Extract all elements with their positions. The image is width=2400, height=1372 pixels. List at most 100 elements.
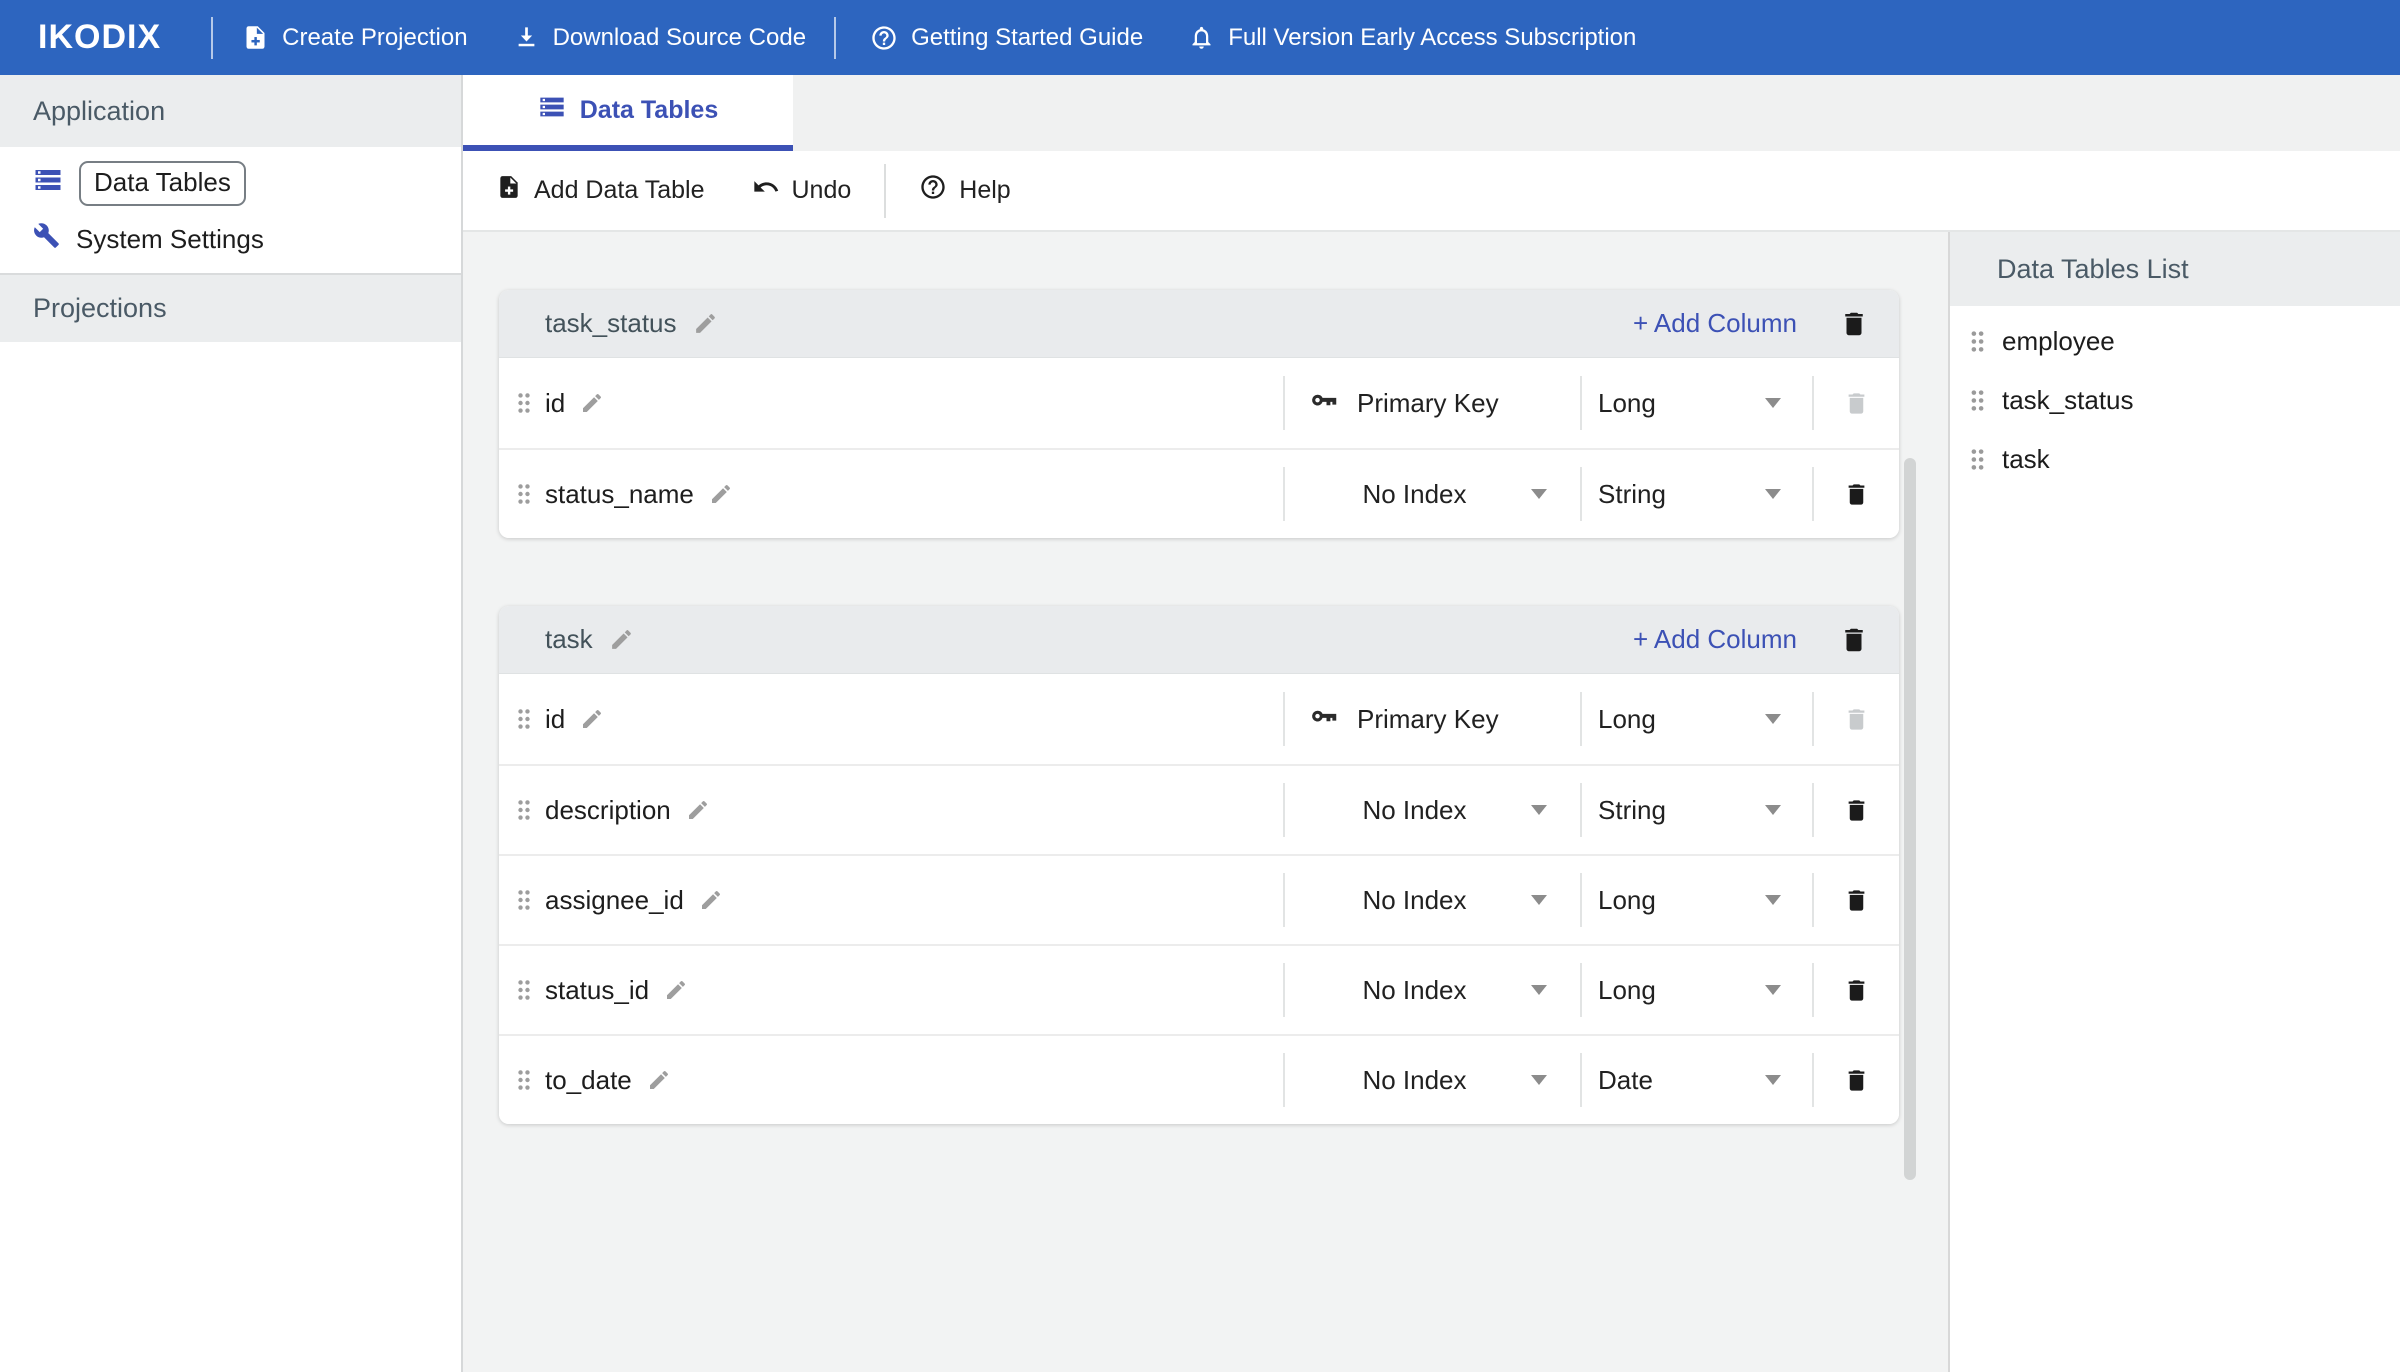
delete-table-button[interactable] bbox=[1839, 309, 1869, 339]
trash-cell bbox=[1814, 1036, 1899, 1124]
file-plus-icon bbox=[242, 24, 269, 51]
type-select[interactable]: Long bbox=[1582, 358, 1812, 448]
key-icon bbox=[1309, 385, 1339, 422]
data-tables-icon bbox=[33, 165, 63, 202]
edit-icon[interactable] bbox=[699, 888, 723, 912]
column-name-cell: description bbox=[499, 766, 1283, 854]
chevron-down-icon bbox=[1531, 985, 1547, 995]
type-select[interactable]: String bbox=[1582, 450, 1812, 538]
navbar-divider bbox=[211, 17, 213, 59]
column-name-cell: id bbox=[499, 358, 1283, 448]
index-select[interactable]: No Index bbox=[1285, 856, 1580, 944]
delete-column-button-disabled bbox=[1843, 390, 1870, 417]
drag-handle-icon[interactable] bbox=[517, 799, 531, 821]
undo-icon bbox=[752, 173, 780, 208]
sidebar-item-system-settings[interactable]: System Settings bbox=[0, 211, 461, 267]
index-select[interactable]: No Index bbox=[1285, 1036, 1580, 1124]
add-column-button[interactable]: + Add Column bbox=[1633, 308, 1797, 339]
drag-handle-icon[interactable] bbox=[517, 1069, 531, 1091]
index-label: No Index bbox=[1362, 1065, 1466, 1096]
column-row: id Primary Key Long bbox=[499, 674, 1899, 764]
table-name: task bbox=[545, 624, 593, 655]
download-source-code-button[interactable]: Download Source Code bbox=[513, 24, 807, 52]
list-item-task[interactable]: task bbox=[1970, 430, 2400, 489]
trash-cell bbox=[1814, 766, 1899, 854]
list-item-label: task_status bbox=[2002, 385, 2134, 416]
column-name-cell: assignee_id bbox=[499, 856, 1283, 944]
drag-handle-icon[interactable] bbox=[1970, 448, 1985, 471]
add-data-table-button[interactable]: Add Data Table bbox=[496, 174, 705, 207]
drag-handle-icon[interactable] bbox=[517, 483, 531, 505]
index-select[interactable]: No Index bbox=[1285, 766, 1580, 854]
type-select[interactable]: String bbox=[1582, 766, 1812, 854]
drag-handle-icon[interactable] bbox=[1970, 389, 1985, 412]
index-label: Primary Key bbox=[1357, 388, 1499, 419]
drag-handle-icon[interactable] bbox=[517, 392, 531, 414]
type-label: Date bbox=[1598, 1065, 1653, 1096]
add-column-button[interactable]: + Add Column bbox=[1633, 624, 1797, 655]
sidebar-item-data-tables[interactable]: Data Tables bbox=[0, 155, 461, 211]
index-select[interactable]: No Index bbox=[1285, 946, 1580, 1034]
index-cell: Primary Key bbox=[1285, 358, 1580, 448]
table-card-header: task + Add Column bbox=[499, 606, 1899, 674]
chevron-down-icon bbox=[1765, 1075, 1781, 1085]
full-version-subscription-button[interactable]: Full Version Early Access Subscription bbox=[1188, 24, 1636, 52]
table-name: task_status bbox=[545, 308, 677, 339]
chevron-down-icon bbox=[1531, 805, 1547, 815]
drag-handle-icon[interactable] bbox=[517, 708, 531, 730]
vertical-scrollbar[interactable] bbox=[1904, 458, 1916, 1180]
type-select[interactable]: Long bbox=[1582, 946, 1812, 1034]
index-cell: Primary Key bbox=[1285, 674, 1580, 764]
panel-title: Data Tables List bbox=[1950, 232, 2400, 306]
download-icon bbox=[513, 24, 540, 51]
edit-icon[interactable] bbox=[580, 707, 604, 731]
index-label: No Index bbox=[1362, 885, 1466, 916]
column-row: description No Index String bbox=[499, 764, 1899, 854]
list-item-label: task bbox=[2002, 444, 2050, 475]
file-plus-icon bbox=[496, 174, 522, 207]
column-name-cell: status_name bbox=[499, 450, 1283, 538]
type-label: String bbox=[1598, 479, 1666, 510]
delete-column-button[interactable] bbox=[1843, 887, 1870, 914]
column-row: assignee_id No Index Long bbox=[499, 854, 1899, 944]
list-item-task-status[interactable]: task_status bbox=[1970, 371, 2400, 430]
delete-column-button[interactable] bbox=[1843, 977, 1870, 1004]
edit-icon[interactable] bbox=[664, 978, 688, 1002]
type-select[interactable]: Long bbox=[1582, 674, 1812, 764]
drag-handle-icon[interactable] bbox=[517, 979, 531, 1001]
data-tables-canvas: task_status + Add Column id bbox=[463, 232, 1948, 1372]
index-select[interactable]: No Index bbox=[1285, 450, 1580, 538]
list-item-label: employee bbox=[2002, 326, 2115, 357]
delete-column-button[interactable] bbox=[1843, 1067, 1870, 1094]
table-card-header: task_status + Add Column bbox=[499, 290, 1899, 358]
edit-table-name-icon[interactable] bbox=[609, 627, 634, 652]
help-button[interactable]: Help bbox=[919, 173, 1010, 208]
delete-column-button-disabled bbox=[1843, 706, 1870, 733]
edit-icon[interactable] bbox=[580, 391, 604, 415]
delete-column-button[interactable] bbox=[1843, 481, 1870, 508]
column-row: status_name No Index String bbox=[499, 448, 1899, 538]
chevron-down-icon bbox=[1531, 895, 1547, 905]
column-name: status_name bbox=[545, 479, 694, 510]
delete-column-button[interactable] bbox=[1843, 797, 1870, 824]
edit-icon[interactable] bbox=[647, 1068, 671, 1092]
column-name: description bbox=[545, 795, 671, 826]
column-row: id Primary Key Long bbox=[499, 358, 1899, 448]
edit-icon[interactable] bbox=[709, 482, 733, 506]
type-select[interactable]: Date bbox=[1582, 1036, 1812, 1124]
getting-started-guide-button[interactable]: Getting Started Guide bbox=[870, 24, 1143, 52]
list-item-employee[interactable]: employee bbox=[1970, 312, 2400, 371]
undo-button[interactable]: Undo bbox=[752, 173, 852, 208]
tab-data-tables[interactable]: Data Tables bbox=[463, 75, 793, 151]
type-select[interactable]: Long bbox=[1582, 856, 1812, 944]
drag-handle-icon[interactable] bbox=[517, 889, 531, 911]
delete-table-button[interactable] bbox=[1839, 625, 1869, 655]
edit-table-name-icon[interactable] bbox=[693, 311, 718, 336]
edit-icon[interactable] bbox=[686, 798, 710, 822]
drag-handle-icon[interactable] bbox=[1970, 330, 1985, 353]
trash-cell bbox=[1814, 946, 1899, 1034]
sidebar-section-application: Application bbox=[0, 75, 461, 147]
column-name: status_id bbox=[545, 975, 649, 1006]
create-projection-button[interactable]: Create Projection bbox=[242, 24, 467, 52]
index-label: No Index bbox=[1362, 795, 1466, 826]
